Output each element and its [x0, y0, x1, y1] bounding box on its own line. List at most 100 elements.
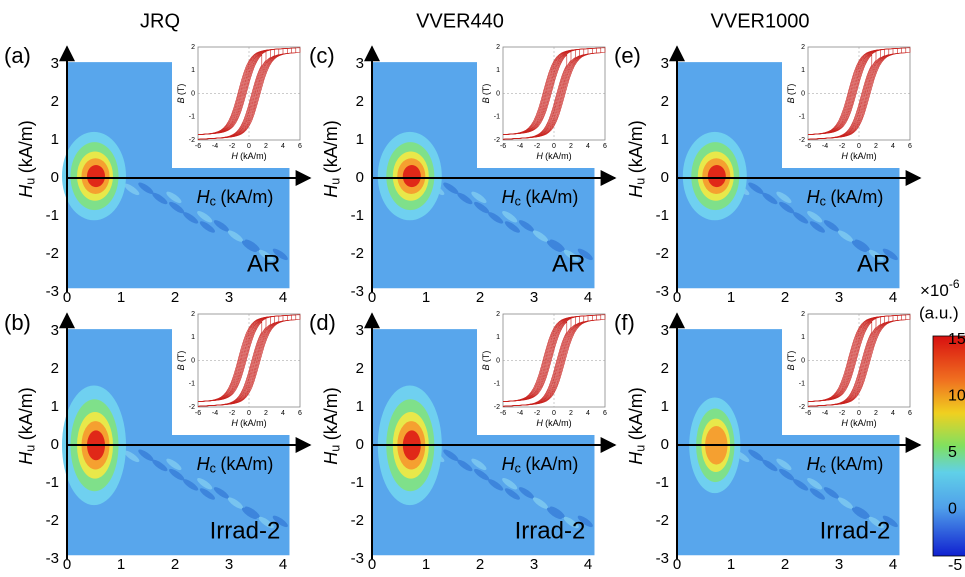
- y-tick-label: 2: [356, 360, 364, 377]
- axis-label: H (kA/m): [536, 151, 571, 161]
- forc-streak: [793, 212, 809, 224]
- axis-unit: (kA/m): [626, 120, 646, 173]
- axis-unit: (kA/m): [220, 187, 273, 207]
- inset-y-tick-label: -1: [189, 381, 195, 388]
- forc-streak: [504, 488, 520, 500]
- x-tick-label: 1: [117, 556, 125, 573]
- forc-streak: [227, 497, 244, 509]
- axis-unit: (kA/m): [626, 387, 646, 440]
- inset-y-tick-label: 0: [496, 357, 500, 364]
- axis-label: Hc (kA/m): [502, 187, 579, 209]
- forc-streak: [762, 192, 778, 205]
- axis-subscript: c: [515, 462, 521, 476]
- x-tick-label: 3: [225, 556, 233, 573]
- axis-symbol: B: [481, 364, 491, 370]
- inset-background: [477, 307, 611, 435]
- y-tick-label: 1: [51, 131, 59, 148]
- forc-streak: [823, 220, 840, 232]
- inset-x-tick-label: 2: [569, 410, 573, 417]
- axis-symbol: H: [626, 451, 646, 465]
- inset-x-tick-label: 2: [264, 410, 268, 417]
- axis-symbol: H: [321, 451, 341, 465]
- y-tick-label: -1: [351, 207, 364, 224]
- y-tick-label: -3: [351, 550, 364, 567]
- y-tick-label: 2: [661, 93, 669, 110]
- y-tick-label: 2: [51, 93, 59, 110]
- forc-streak: [244, 506, 260, 518]
- forc-streak: [169, 468, 185, 481]
- forc-streak: [443, 182, 459, 194]
- y-tick-label: -2: [656, 245, 669, 262]
- inset-y-tick-label: 1: [496, 334, 500, 341]
- axis-unit: (kA/m): [220, 454, 273, 474]
- y-tick-label: -3: [656, 283, 669, 300]
- inset-y-tick-label: 2: [496, 44, 500, 51]
- forc-streak: [199, 221, 215, 233]
- axis-unit: (kA/m): [321, 387, 341, 440]
- x-tick-label: 2: [171, 556, 179, 573]
- inset-y-tick-label: 0: [191, 357, 195, 364]
- inset-y-tick-label: 1: [496, 67, 500, 74]
- inset-x-tick-label: -6: [805, 143, 811, 150]
- forc-streak: [124, 183, 140, 196]
- forc-streak: [868, 249, 884, 262]
- forc-streak: [779, 201, 795, 214]
- axis-label: H (kA/m): [536, 418, 571, 428]
- inset-x-tick-label: 2: [264, 143, 268, 150]
- y-tick-label: 1: [51, 398, 59, 415]
- inset-x-tick-label: 2: [874, 143, 878, 150]
- x-tick-label: 0: [673, 289, 681, 306]
- colorbar-unit: (a.u.): [919, 303, 959, 322]
- inset-y-tick-label: 0: [496, 90, 500, 97]
- axis-label: Hc (kA/m): [197, 454, 274, 476]
- forc-streak: [882, 248, 898, 261]
- forc-streak: [532, 230, 549, 242]
- forc-streak: [244, 239, 260, 251]
- y-tick-label: -3: [46, 283, 59, 300]
- inset-x-tick-label: 0: [857, 143, 861, 150]
- y-tick-label: 1: [356, 398, 364, 415]
- forc-streak: [138, 182, 154, 194]
- hysteresis-loop: [197, 314, 301, 407]
- inset-y-tick-label: -2: [494, 137, 500, 144]
- inset-x-tick-label: -2: [534, 143, 540, 150]
- axis-label: Hu (kA/m): [321, 120, 343, 198]
- x-tick-label: 2: [171, 289, 179, 306]
- forc-streak: [471, 458, 487, 471]
- forc-streak: [854, 506, 870, 518]
- inset-x-tick-label: -4: [212, 143, 218, 150]
- forc-streak: [532, 497, 549, 509]
- forc-peak: [707, 165, 726, 188]
- axis-unit: (kA/m): [240, 418, 267, 428]
- forc-streak: [882, 515, 898, 528]
- x-tick-label: 3: [835, 556, 843, 573]
- inset-y-tick-label: 2: [191, 44, 195, 51]
- inset-y-tick-label: -2: [494, 404, 500, 411]
- inset-y-tick-label: 1: [801, 67, 805, 74]
- inset-x-tick-label: -2: [839, 410, 845, 417]
- x-tick-label: 3: [530, 556, 538, 573]
- forc-streak: [577, 515, 593, 528]
- axis-subscript: c: [820, 462, 826, 476]
- axis-symbol: B: [481, 97, 491, 103]
- axis-label: B(T): [176, 351, 186, 371]
- forc-streak: [563, 249, 579, 262]
- inset-background: [782, 40, 916, 168]
- forc-streak: [837, 230, 854, 242]
- column-title: JRQ: [140, 10, 180, 32]
- y-tick-label: 0: [661, 169, 669, 186]
- y-tick-label: -1: [656, 474, 669, 491]
- inset-x-tick-label: -4: [822, 410, 828, 417]
- y-tick-label: 2: [51, 360, 59, 377]
- axis-unit: (T): [786, 84, 796, 96]
- condition-label: Irrad-2: [820, 518, 891, 545]
- forc-streak: [502, 211, 518, 223]
- axis-label: Hc (kA/m): [807, 187, 884, 209]
- axis-unit: (kA/m): [16, 387, 36, 440]
- y-tick-label: 3: [51, 322, 59, 339]
- forc-streak: [258, 516, 274, 529]
- axis-label: H (kA/m): [841, 418, 876, 428]
- condition-label: AR: [552, 251, 585, 278]
- colorbar-tick-label: 15: [948, 331, 965, 348]
- forc-streak: [124, 450, 140, 463]
